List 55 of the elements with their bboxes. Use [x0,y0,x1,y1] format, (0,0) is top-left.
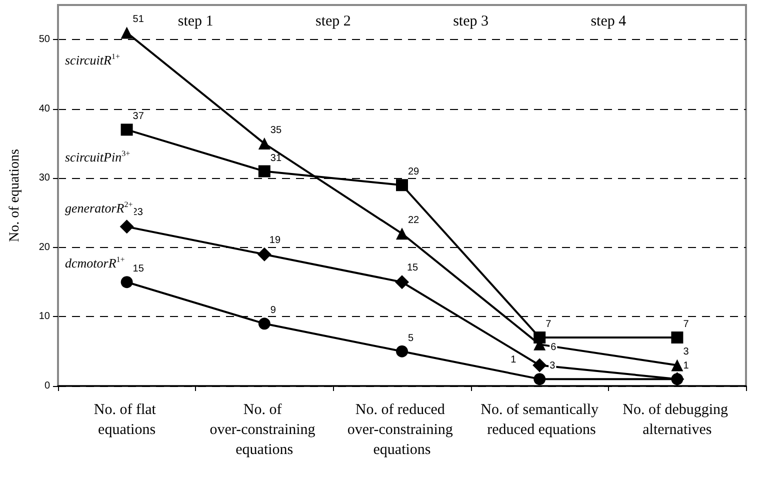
point [120,26,133,39]
data-label: 3 [683,346,690,358]
y-tick-label: 10 [38,311,50,322]
data-label: 51 [132,14,144,26]
data-label: 9 [270,305,276,316]
x-tick-label: No. of over-constraining equations [210,402,320,458]
point [120,124,133,136]
data-label: 29 [408,166,420,178]
data-label: 31 [270,152,282,164]
point [257,247,272,262]
data-label: 5 [408,332,414,344]
point [258,138,270,150]
annotation: step 4 [590,14,627,30]
point [532,358,547,372]
point [258,165,270,178]
x-tick-label: No. of flat equations [94,402,160,438]
data-label: 15 [407,262,419,274]
annotation: step 3 [453,14,489,30]
data-label: 22 [408,215,420,226]
point [671,332,684,344]
data-label: 19 [269,234,281,246]
series-label: dcmotorR$^{1+}$ [64,252,126,270]
point [120,276,133,288]
y-tick-label: 30 [38,172,50,184]
x-tick-label: No. of debugging alternatives [622,402,732,438]
data-label: 37 [132,111,144,122]
point [396,345,408,358]
point [258,318,270,330]
data-label: 1 [683,360,690,372]
point [395,275,409,290]
point [120,220,134,234]
data-label: 15 [132,264,144,275]
y-axis-title: No. of equations [8,149,22,242]
y-tick-label: 50 [38,34,50,46]
x-tick-label: No. of reduced over-constraining equations [347,402,457,458]
annotation: step 1 [178,14,214,30]
series-label: scircuitPin$^{3+}$ [64,146,132,164]
point [671,359,684,372]
data-label: 1 [510,354,517,366]
x-tick-label: No. of semantically reduced equations [480,402,600,438]
point [534,373,546,386]
annotation: step 2 [315,14,351,30]
point [534,332,546,344]
data-label: 7 [546,319,552,330]
data-label: 3 [550,360,556,372]
data-label: 7 [683,319,690,330]
y-tick-label: 0 [44,380,50,392]
point [396,179,408,192]
y-tick-label: 20 [38,242,50,253]
point [396,228,408,240]
data-label: 35 [270,125,282,136]
y-tick-label: 40 [38,103,50,114]
series-label: scircuitR$^{1+}$ [64,48,121,68]
data-label: 6 [550,342,557,353]
series-label: generatorR$^{2+}$ [64,196,134,215]
